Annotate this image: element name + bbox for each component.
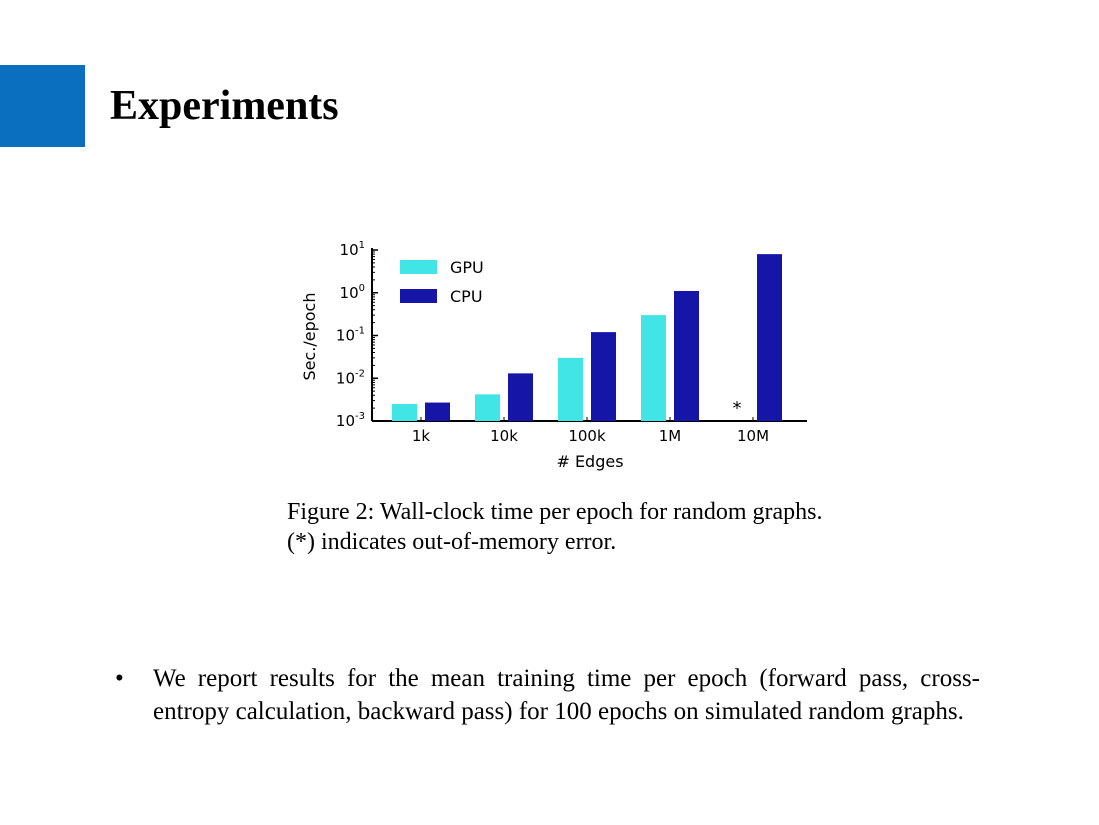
bullet-text: We report results for the mean training … [153, 665, 980, 725]
y-tick-label: 10-2 [336, 368, 365, 387]
x-tick-label: 1k [412, 427, 431, 445]
title-accent-block [0, 65, 85, 147]
bullet-marker: • [115, 665, 124, 692]
bar-cpu-1k [425, 402, 450, 421]
x-tick-label: 10k [490, 427, 518, 445]
bar-gpu-1m [641, 315, 666, 421]
bar-gpu-100k [558, 357, 583, 421]
slide-title: Experiments [110, 83, 339, 129]
x-axis-label: # Edges [556, 452, 623, 471]
y-tick-label: 100 [340, 283, 365, 302]
bullet-item: • We report results for the mean trainin… [115, 662, 980, 728]
bar-gpu-10k [475, 394, 500, 421]
x-tick-label: 100k [568, 427, 606, 445]
bar-cpu-1m [674, 290, 699, 421]
bar-cpu-100k [591, 332, 616, 421]
figure-caption: Figure 2: Wall-clock time per epoch for … [287, 499, 823, 555]
legend-swatch-gpu [400, 260, 437, 274]
y-axis-label: Sec./epoch [300, 293, 319, 381]
legend-swatch-cpu [400, 289, 437, 303]
bullet-list: • We report results for the mean trainin… [115, 662, 980, 728]
x-tick-label: 1M [659, 427, 682, 445]
bar-gpu-1k [392, 403, 417, 421]
x-tick-label: 10M [737, 427, 769, 445]
y-tick-label: 10-1 [336, 326, 365, 345]
oom-annotation: * [733, 398, 742, 419]
y-tick-label: 101 [340, 240, 365, 259]
legend-label-cpu: CPU [450, 287, 483, 306]
bar-cpu-10m [757, 254, 782, 421]
y-tick-label: 10-3 [336, 411, 365, 430]
legend-label-gpu: GPU [450, 258, 484, 277]
edges-timing-bar-chart: 101 100 10-1 10-2 10-3 Sec./epoch 1k 10k 100k 1M 1… [300, 240, 807, 471]
bar-cpu-10k [508, 373, 533, 421]
